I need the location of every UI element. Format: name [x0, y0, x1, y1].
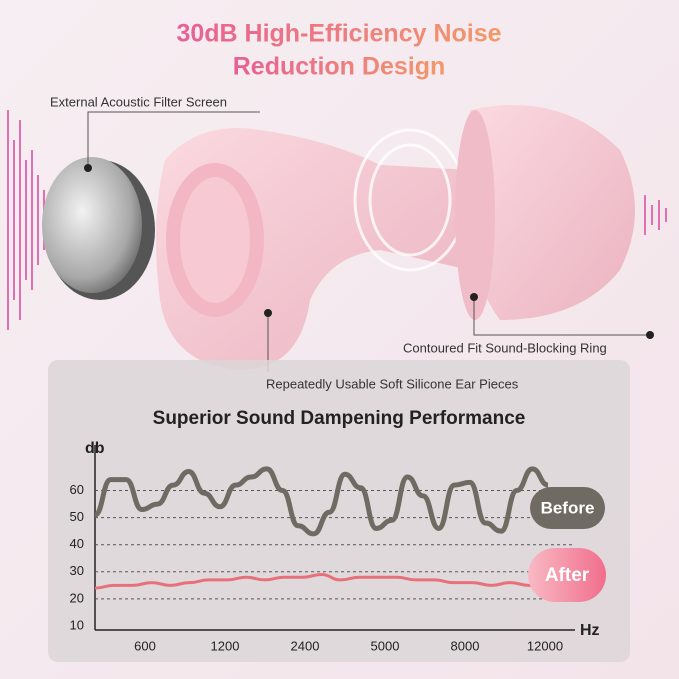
x-tick-label: 2400 [291, 638, 320, 653]
callout: Contoured Fit Sound-Blocking Ring [403, 340, 607, 355]
y-tick-label: 40 [70, 536, 84, 551]
data-line [93, 466, 549, 537]
y-tick-label: 30 [70, 563, 84, 578]
title: 30dB High-Efficiency Noise [176, 20, 501, 48]
x-tick-label: 8000 [451, 638, 480, 653]
y-tick-label: 10 [70, 617, 84, 632]
legend-label: After [545, 565, 590, 586]
legend-badge [530, 487, 605, 529]
y-tick-label: 20 [70, 590, 84, 605]
callout: Repeatedly Usable Soft Silicone Ear Piec… [266, 376, 519, 391]
data-line [94, 573, 548, 590]
callout-dot [84, 164, 92, 172]
callout-dot [264, 309, 272, 317]
x-tick-label: 600 [134, 638, 156, 653]
x-tick-label: 1200 [211, 638, 240, 653]
x-axis-label: Hz [580, 622, 600, 639]
y-tick-label: 60 [70, 482, 84, 497]
callout-line [473, 297, 650, 336]
y-tick-label: 50 [70, 509, 84, 524]
title: Reduction Design [233, 53, 446, 81]
callout-dot [646, 331, 654, 339]
x-tick-label: 12000 [527, 638, 563, 653]
chart-title: Superior Sound Dampening Performance [153, 408, 526, 429]
callout-dot [470, 293, 478, 301]
dome-edge [455, 110, 495, 320]
x-tick-label: 5000 [371, 638, 400, 653]
legend-badge [528, 548, 606, 602]
callout: External Acoustic Filter Screen [50, 94, 227, 109]
chart-panel [48, 360, 630, 662]
dome [470, 105, 635, 320]
callout-line [87, 111, 260, 168]
legend-label: Before [541, 498, 595, 517]
ear-piece-ring [166, 163, 264, 317]
filter-screen [42, 157, 142, 293]
